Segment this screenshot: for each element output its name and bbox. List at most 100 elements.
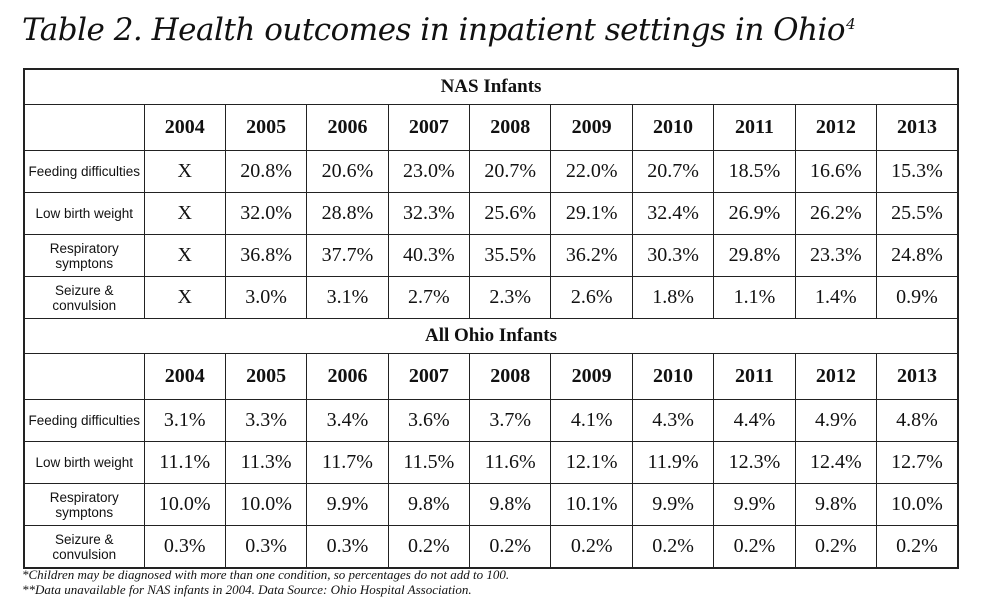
value-cell: 20.6% (306, 150, 389, 193)
footnotes: *Children may be diagnosed with more tha… (22, 567, 509, 597)
value-cell: 28.8% (306, 192, 389, 235)
value-cell: 11.5% (387, 441, 471, 484)
value-cell: 18.5% (713, 150, 796, 193)
section-header-row: All Ohio Infants (23, 318, 959, 354)
table-row: Feeding difficulties 3.1% 3.3% 3.4% 3.6% 3.7%… (23, 399, 959, 442)
value-cell: 3.7% (469, 399, 552, 442)
table-row: Seizure & convulsion X 3.0% 3.1% 2.7% 2.3% 2.6… (23, 276, 959, 319)
value-cell: 36.2% (550, 234, 633, 277)
value-cell: 9.9% (713, 483, 796, 526)
footnote-1: *Children may be diagnosed with more tha… (22, 567, 510, 582)
value-cell: 9.8% (794, 483, 878, 526)
value-cell: 4.3% (631, 399, 715, 442)
value-cell: 0.2% (631, 525, 715, 569)
year-header: 2008 (469, 353, 552, 400)
value-cell: 4.9% (794, 399, 878, 442)
value-cell: 23.0% (387, 150, 471, 193)
corner-cell (23, 104, 145, 151)
value-cell: 3.3% (224, 399, 308, 442)
table-row: Feeding difficulties X 20.8% 20.6% 23.0% 20.7… (23, 150, 959, 193)
year-header: 2009 (550, 104, 633, 151)
year-header: 2012 (794, 353, 878, 400)
year-header: 2005 (224, 353, 308, 400)
row-label: Feeding difficulties (23, 399, 145, 442)
value-cell: 9.8% (469, 483, 552, 526)
value-cell: 1.1% (713, 276, 796, 319)
year-header: 2006 (306, 353, 389, 400)
value-cell: 3.1% (306, 276, 389, 319)
year-header: 2011 (713, 104, 796, 151)
row-label: Respiratory symptons (23, 483, 145, 526)
value-cell: 4.1% (550, 399, 633, 442)
year-header: 2009 (550, 353, 633, 400)
year-header: 2007 (387, 104, 471, 151)
value-cell: 3.1% (143, 399, 226, 442)
value-cell: 10.0% (224, 483, 308, 526)
value-cell: 0.2% (550, 525, 633, 569)
year-header-row: 2004 2005 2006 2007 2008 2009 2010 2011 2012 2013 (23, 353, 959, 400)
year-header-row: 2004 2005 2006 2007 2008 2009 2010 2011 2012 2013 (23, 104, 959, 151)
value-cell: 11.9% (631, 441, 715, 484)
value-cell: 2.7% (387, 276, 471, 319)
value-cell: 10.1% (550, 483, 633, 526)
value-cell: 20.7% (469, 150, 552, 193)
value-cell: 35.5% (469, 234, 552, 277)
value-cell: 0.2% (469, 525, 552, 569)
value-cell: 25.5% (876, 192, 959, 235)
value-cell: 10.0% (143, 483, 226, 526)
value-cell: 40.3% (387, 234, 471, 277)
value-cell: 2.6% (550, 276, 633, 319)
row-label: Respiratory symptons (23, 234, 145, 277)
row-label: Seizure & convulsion (23, 525, 145, 569)
value-cell: 29.1% (550, 192, 633, 235)
value-cell: 32.4% (631, 192, 715, 235)
value-cell: 0.3% (306, 525, 389, 569)
value-cell: 15.3% (876, 150, 959, 193)
year-header: 2012 (794, 104, 878, 151)
value-cell: 20.8% (224, 150, 308, 193)
year-header: 2013 (876, 104, 959, 151)
section-header-row: NAS Infants (23, 68, 959, 105)
health-outcomes-table: NAS Infants 2004 2005 2006 2007 2008 2009 2010 2… (23, 68, 959, 569)
value-cell: X (143, 150, 226, 193)
year-header: 2004 (143, 353, 226, 400)
value-cell: 1.8% (631, 276, 715, 319)
value-cell: 26.9% (713, 192, 796, 235)
value-cell: 22.0% (550, 150, 633, 193)
value-cell: 36.8% (224, 234, 308, 277)
row-label: Low birth weight (23, 192, 145, 235)
value-cell: 1.4% (794, 276, 878, 319)
value-cell: 0.2% (876, 525, 959, 569)
value-cell: 25.6% (469, 192, 552, 235)
year-header: 2013 (876, 353, 959, 400)
row-label: Seizure & convulsion (23, 276, 145, 319)
value-cell: 0.2% (387, 525, 471, 569)
value-cell: 26.2% (794, 192, 878, 235)
table-row: Low birth weight 11.1% 11.3% 11.7% 11.5% 11.6… (23, 441, 959, 484)
value-cell: 32.3% (387, 192, 471, 235)
value-cell: 0.3% (143, 525, 226, 569)
corner-cell (23, 353, 145, 400)
value-cell: 0.2% (713, 525, 796, 569)
year-header: 2007 (387, 353, 471, 400)
year-header: 2010 (631, 353, 715, 400)
value-cell: 11.6% (469, 441, 552, 484)
year-header: 2005 (224, 104, 308, 151)
value-cell: 3.4% (306, 399, 389, 442)
table-row: Respiratory symptons X 36.8% 37.7% 40.3% 35.5… (23, 234, 959, 277)
value-cell: 12.4% (794, 441, 878, 484)
value-cell: 20.7% (631, 150, 715, 193)
year-header: 2011 (713, 353, 796, 400)
table-title: Table 2. Health outcomes in inpatient se… (22, 12, 856, 48)
value-cell: 0.3% (224, 525, 308, 569)
table-row: Seizure & convulsion 0.3% 0.3% 0.3% 0.2% 0.2%… (23, 525, 959, 569)
section-heading: NAS Infants (23, 68, 959, 105)
value-cell: 16.6% (794, 150, 878, 193)
value-cell: 0.9% (876, 276, 959, 319)
value-cell: 4.8% (876, 399, 959, 442)
value-cell: 29.8% (713, 234, 796, 277)
value-cell: 32.0% (224, 192, 308, 235)
value-cell: 3.6% (387, 399, 471, 442)
value-cell: 37.7% (306, 234, 389, 277)
value-cell: 12.7% (876, 441, 959, 484)
